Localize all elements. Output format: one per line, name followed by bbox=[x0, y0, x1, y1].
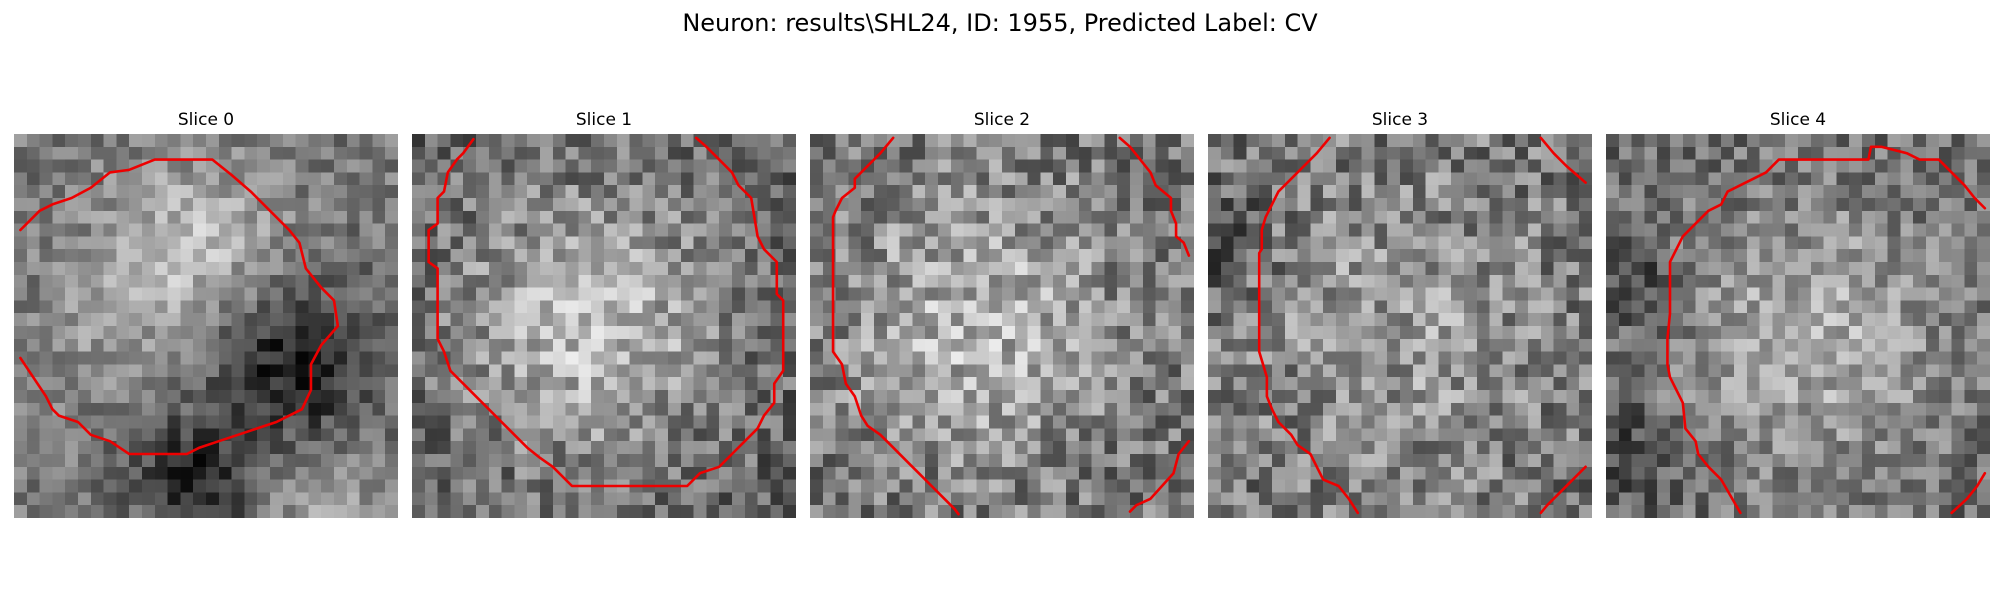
segmentation-contour bbox=[1259, 138, 1358, 513]
segmentation-contour bbox=[20, 160, 337, 454]
segmentation-contour bbox=[1952, 473, 1985, 513]
segmentation-contour bbox=[1541, 467, 1586, 513]
segmentation-contour bbox=[1120, 138, 1189, 256]
slice-panel: Slice 4 bbox=[1606, 110, 1990, 518]
slice-title: Slice 4 bbox=[1769, 110, 1827, 130]
segmentation-contour bbox=[1667, 147, 1984, 513]
slice-panel: Slice 0 bbox=[14, 110, 398, 518]
slice-panel: Slice 2 bbox=[810, 110, 1194, 518]
slice-image bbox=[1208, 134, 1592, 518]
slice-panel: Slice 3 bbox=[1208, 110, 1592, 518]
segmentation-contour bbox=[833, 138, 958, 514]
slice-image bbox=[810, 134, 1194, 518]
slice-panel: Slice 1 bbox=[412, 110, 796, 518]
slice-title: Slice 0 bbox=[177, 110, 235, 130]
slice-title: Slice 1 bbox=[575, 110, 633, 130]
segmentation-contour bbox=[1541, 138, 1586, 183]
slice-image bbox=[14, 134, 398, 518]
slice-image bbox=[412, 134, 796, 518]
segmentation-contour bbox=[429, 138, 784, 486]
slice-title: Slice 2 bbox=[973, 110, 1031, 130]
segmentation-contour bbox=[1130, 441, 1189, 511]
figure-title: Neuron: results\SHL24, ID: 1955, Predict… bbox=[682, 9, 1318, 37]
slice-title: Slice 3 bbox=[1371, 110, 1429, 130]
slice-image bbox=[1606, 134, 1990, 518]
